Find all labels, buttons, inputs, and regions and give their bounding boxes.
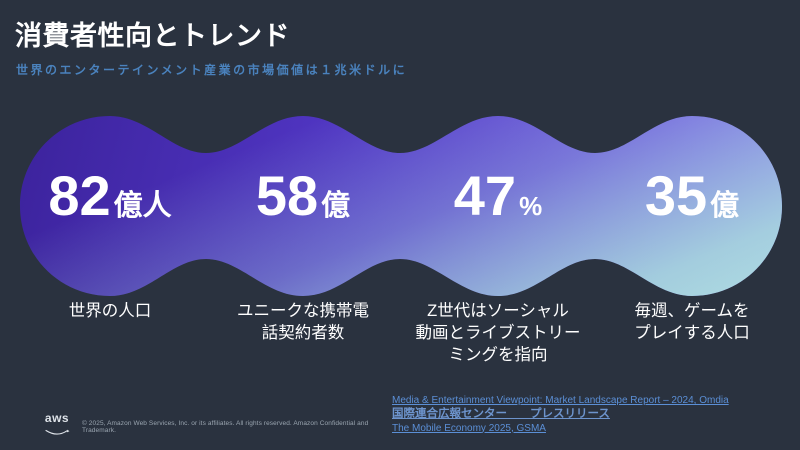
- source-links: Media & Entertainment Viewpoint: Market …: [392, 394, 792, 435]
- page-title: 消費者性向とトレンド: [15, 21, 290, 51]
- stat-genz-social-video: 47%: [403, 168, 593, 246]
- stat-label-world-population: 世界の人口: [68, 302, 152, 320]
- stat-value: 35: [644, 164, 708, 227]
- stat-value: 47: [453, 164, 517, 227]
- aws-logo-text: aws: [44, 411, 70, 425]
- aws-smile-icon: [45, 429, 70, 435]
- stat-weekly-gamers: 35 億: [597, 168, 787, 246]
- source-link-gsma[interactable]: The Mobile Economy 2025, GSMA: [392, 422, 546, 434]
- aws-logo: aws: [42, 412, 72, 442]
- stat-mobile-subscribers: 58 億: [208, 168, 398, 246]
- source-link-un-press-release[interactable]: 国際連合広報センター プレスリリース: [392, 408, 610, 420]
- stat-label-genz-social-video: Z世代はソーシャル 動画とライブストリー ミングを指向: [415, 302, 581, 364]
- stat-unit: 億: [321, 190, 351, 222]
- stat-unit: 億人: [113, 190, 172, 222]
- stat-world-population: 82 億人: [15, 168, 205, 246]
- page-subtitle: 世界のエンターテインメント産業の市場価値は１兆米ドルに: [16, 63, 408, 77]
- copyright-text: © 2025, Amazon Web Services, Inc. or its…: [82, 420, 369, 434]
- stat-label-weekly-gamers: 毎週、ゲームを プレイする人口: [634, 302, 750, 342]
- stat-value: 82: [48, 164, 111, 227]
- stat-value: 58: [255, 164, 319, 227]
- stat-unit: %: [519, 191, 543, 221]
- stat-label-mobile-subscribers: ユニークな携帯電 話契約者数: [237, 302, 369, 342]
- stat-unit: 億: [710, 190, 740, 222]
- source-link-omdia[interactable]: Media & Entertainment Viewpoint: Market …: [392, 395, 729, 406]
